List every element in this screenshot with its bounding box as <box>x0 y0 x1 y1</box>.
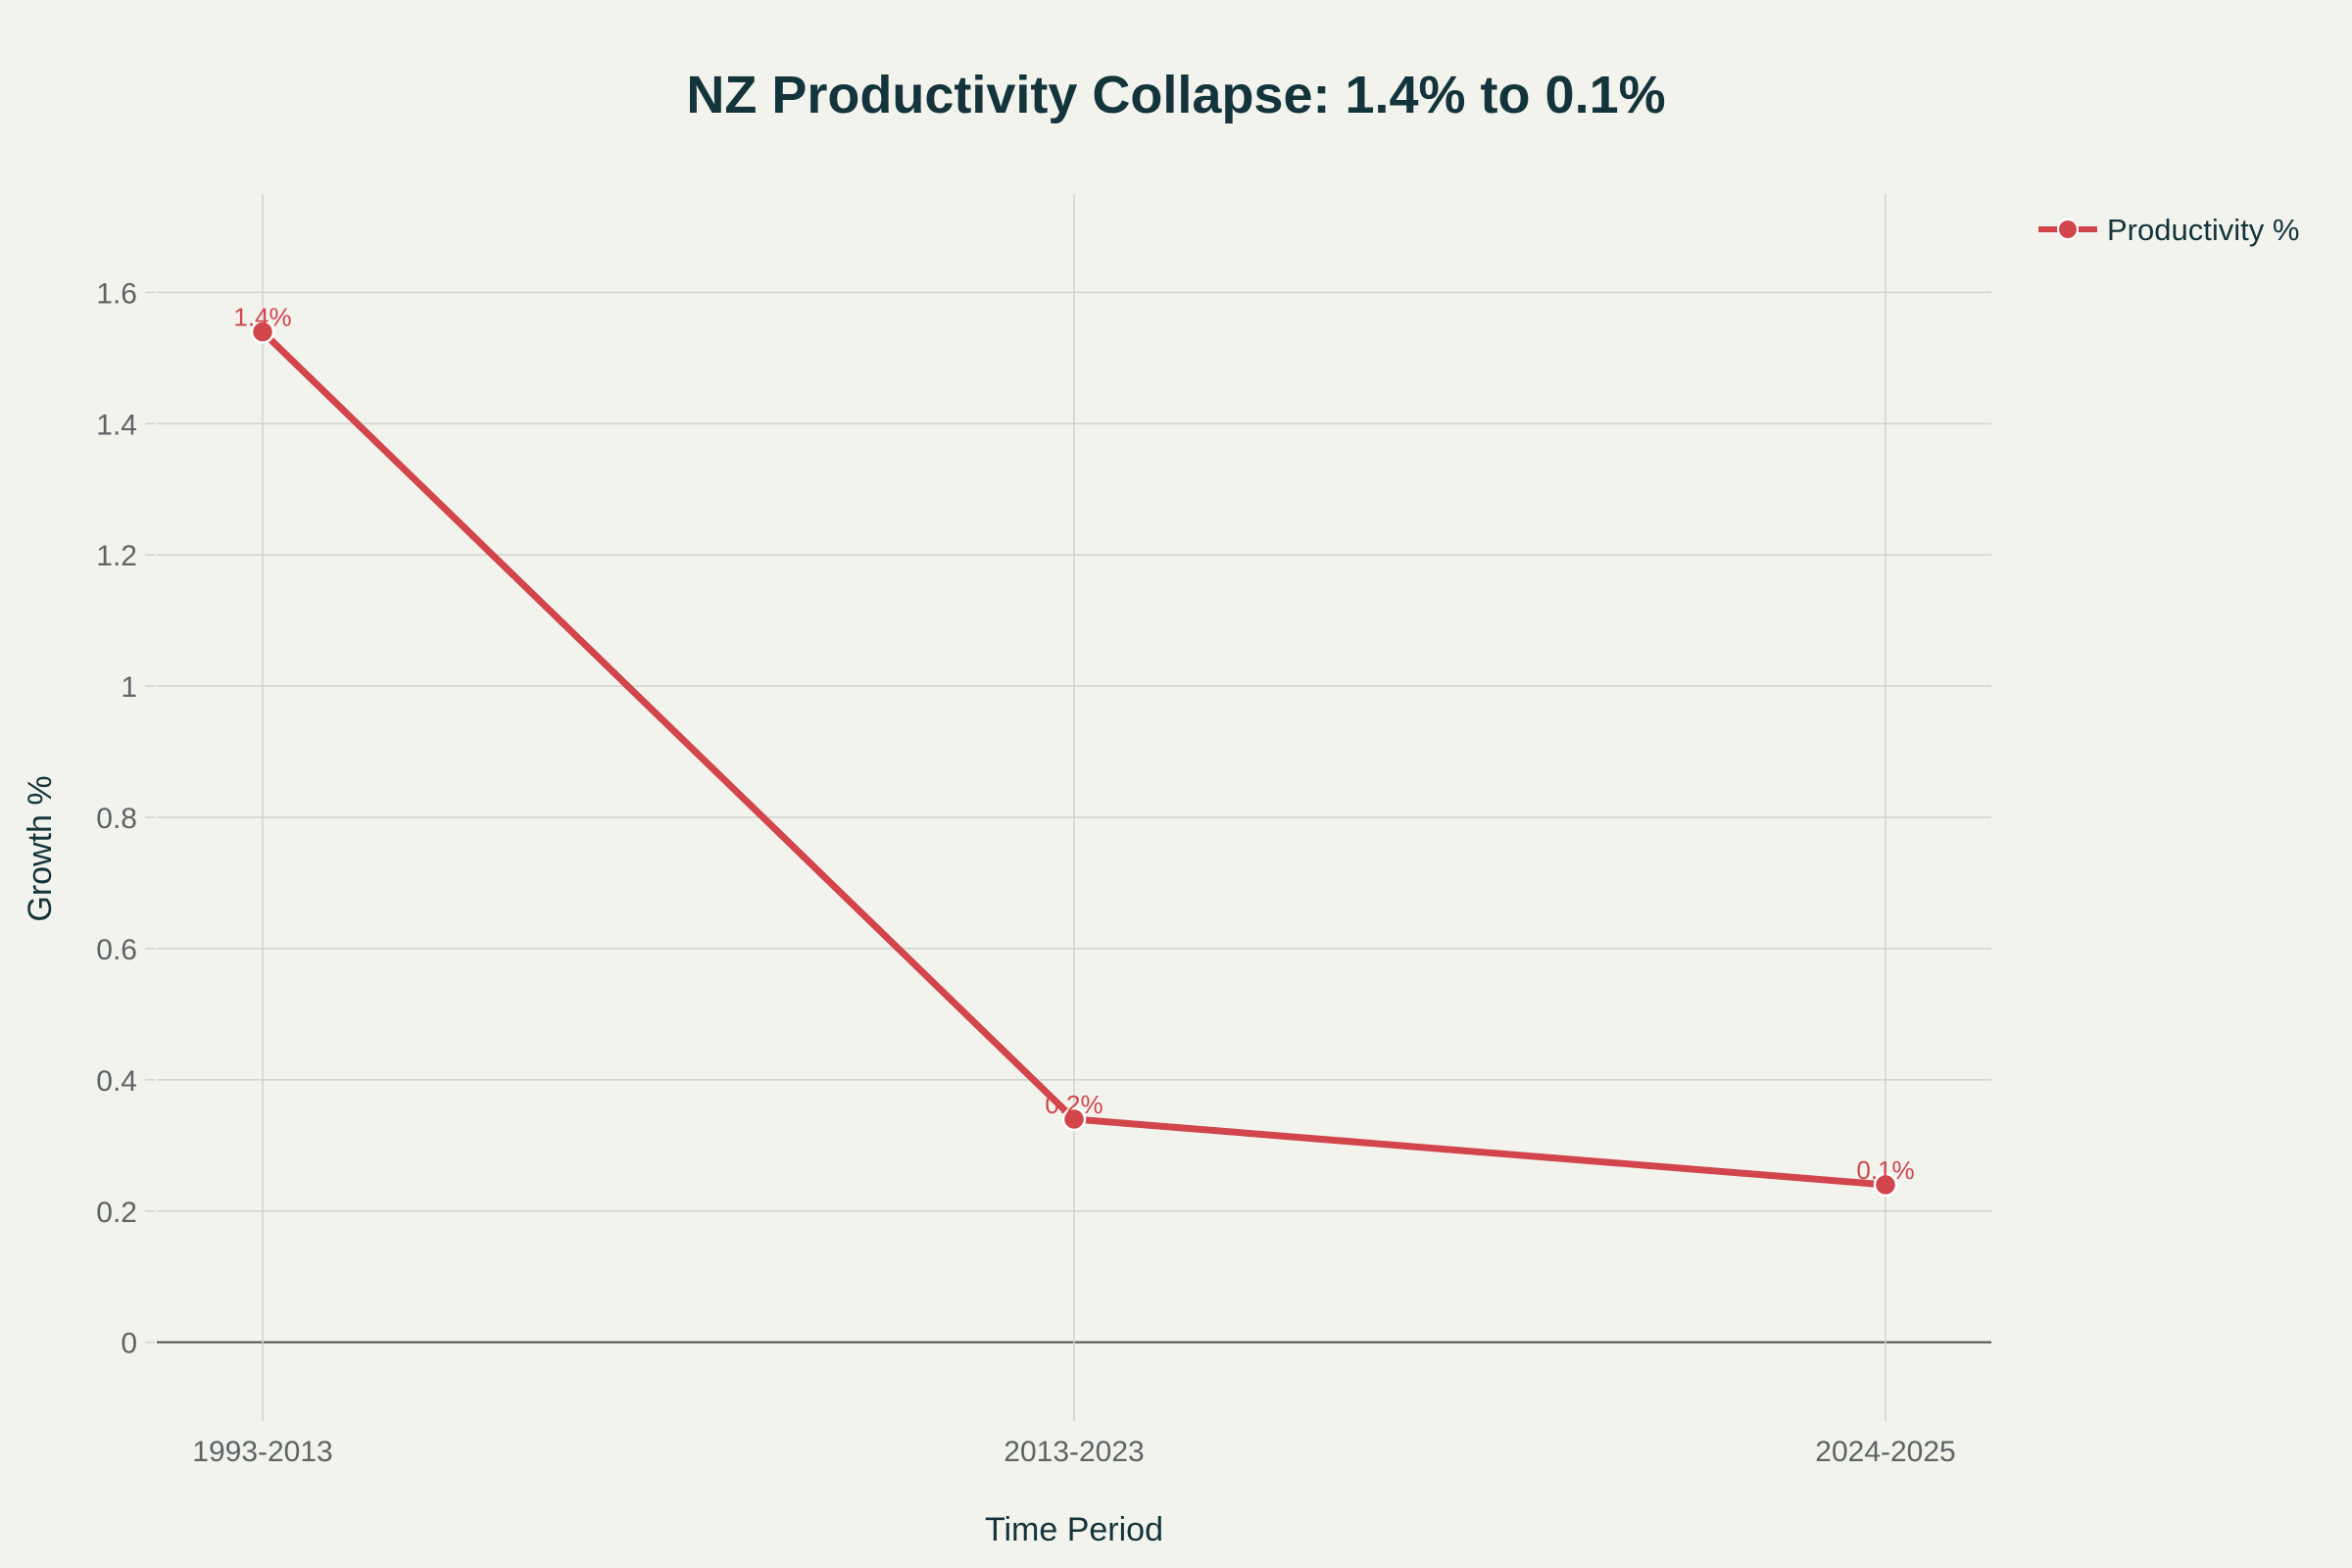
y-tick-label: 1.6 <box>96 277 137 310</box>
y-tick-label: 0.8 <box>96 803 137 835</box>
chart-title: NZ Productivity Collapse: 1.4% to 0.1% <box>686 66 1665 124</box>
y-tick-label: 0 <box>121 1328 137 1360</box>
data-label: 0.2% <box>1045 1090 1102 1119</box>
series-layer: 1.4% 0.2% 0.1% <box>233 303 1915 1198</box>
legend-label: Productivity % <box>2107 213 2299 247</box>
y-axis-title: Growth % <box>22 775 59 921</box>
data-point[interactable] <box>250 319 275 344</box>
y-tick-label: 0.4 <box>96 1065 137 1098</box>
y-axis-ticks: 0 0.2 0.4 0.6 0.8 1 1.2 1.4 1.6 <box>96 277 155 1360</box>
y-tick-label: 0.2 <box>96 1197 137 1229</box>
y-tick-label: 1.2 <box>96 540 137 572</box>
data-point[interactable] <box>1061 1106 1087 1132</box>
legend-marker-swatch <box>2057 219 2079 240</box>
y-tick-label: 1.4 <box>96 409 137 441</box>
data-label: 1.4% <box>233 303 291 332</box>
data-label: 0.1% <box>1856 1155 1914 1185</box>
x-axis-title: Time Period <box>985 1511 1163 1548</box>
y-tick-label: 0.6 <box>96 934 137 966</box>
legend[interactable]: Productivity % <box>2038 213 2299 247</box>
grid-layer <box>157 194 1991 1421</box>
x-axis-ticks: 1993-2013 2013-2023 2024-2025 <box>192 1436 1955 1468</box>
data-point[interactable] <box>1873 1172 1898 1198</box>
x-tick-label: 2013-2023 <box>1004 1436 1144 1468</box>
x-tick-label: 2024-2025 <box>1815 1436 1955 1468</box>
x-tick-label: 1993-2013 <box>192 1436 332 1468</box>
y-tick-label: 1 <box>121 671 137 704</box>
